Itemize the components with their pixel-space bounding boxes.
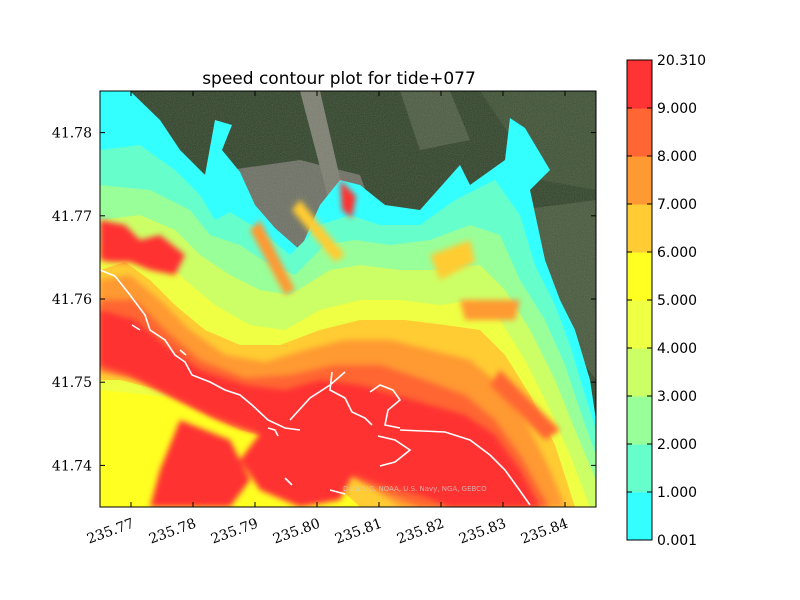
- x-tick-label: 235.83: [457, 516, 509, 548]
- plot-area: Data SIO, NOAA, U.S. Navy, NGA, GEBCO: [100, 91, 596, 507]
- x-tick-label: 235.81: [333, 516, 385, 548]
- x-tick-label: 235.82: [395, 516, 447, 548]
- colorbar-label: 7.000: [657, 197, 697, 213]
- map-attribution: Data SIO, NOAA, U.S. Navy, NGA, GEBCO: [343, 485, 487, 493]
- colorbar: 0.001 1.000 2.000 3.000 4.000 5.000 6.000 7.000…: [626, 53, 706, 549]
- x-tick-label: 235.78: [147, 516, 199, 548]
- y-tick-label: 41.78: [52, 126, 92, 142]
- coastline: [100, 269, 531, 506]
- y-tick-label: 41.75: [52, 375, 92, 391]
- y-tick-label: 41.74: [52, 458, 92, 474]
- x-tick-label: 235.79: [209, 516, 261, 548]
- colorbar-band: [627, 492, 652, 541]
- y-axis: 41.74 41.75 41.76 41.77 41.78: [52, 126, 596, 474]
- colorbar-band: [627, 108, 652, 157]
- colorbar-label: 9.000: [657, 101, 697, 117]
- colorbar-label: 20.310: [657, 53, 706, 69]
- colorbar-label: 3.000: [657, 389, 697, 405]
- colorbar-label: 1.000: [657, 485, 697, 501]
- y-tick-label: 41.76: [52, 292, 92, 308]
- colorbar-band: [627, 252, 652, 301]
- contour-band-9: [100, 180, 540, 507]
- colorbar-band: [627, 204, 652, 253]
- colorbar-label: 2.000: [657, 437, 697, 453]
- colorbar-band: [627, 396, 652, 445]
- x-tick-label: 235.77: [85, 516, 137, 548]
- colorbar-label: 8.000: [657, 149, 697, 165]
- colorbar-label: 5.000: [657, 293, 697, 309]
- colorbar-label: 4.000: [657, 341, 697, 357]
- colorbar-label: 6.000: [657, 245, 697, 261]
- colorbar-band: [627, 60, 652, 109]
- chart-title: speed contour plot for tide+077: [202, 69, 476, 89]
- colorbar-band: [627, 444, 652, 493]
- colorbar-band: [627, 156, 652, 205]
- y-tick-label: 41.77: [52, 209, 92, 225]
- colorbar-label: 0.001: [657, 533, 697, 549]
- colorbar-band: [627, 300, 652, 349]
- x-tick-label: 235.80: [271, 516, 323, 548]
- speed-contours: [100, 91, 596, 507]
- x-tick-label: 235.84: [519, 516, 571, 548]
- contour-streaks: [250, 200, 560, 440]
- colorbar-band: [627, 348, 652, 397]
